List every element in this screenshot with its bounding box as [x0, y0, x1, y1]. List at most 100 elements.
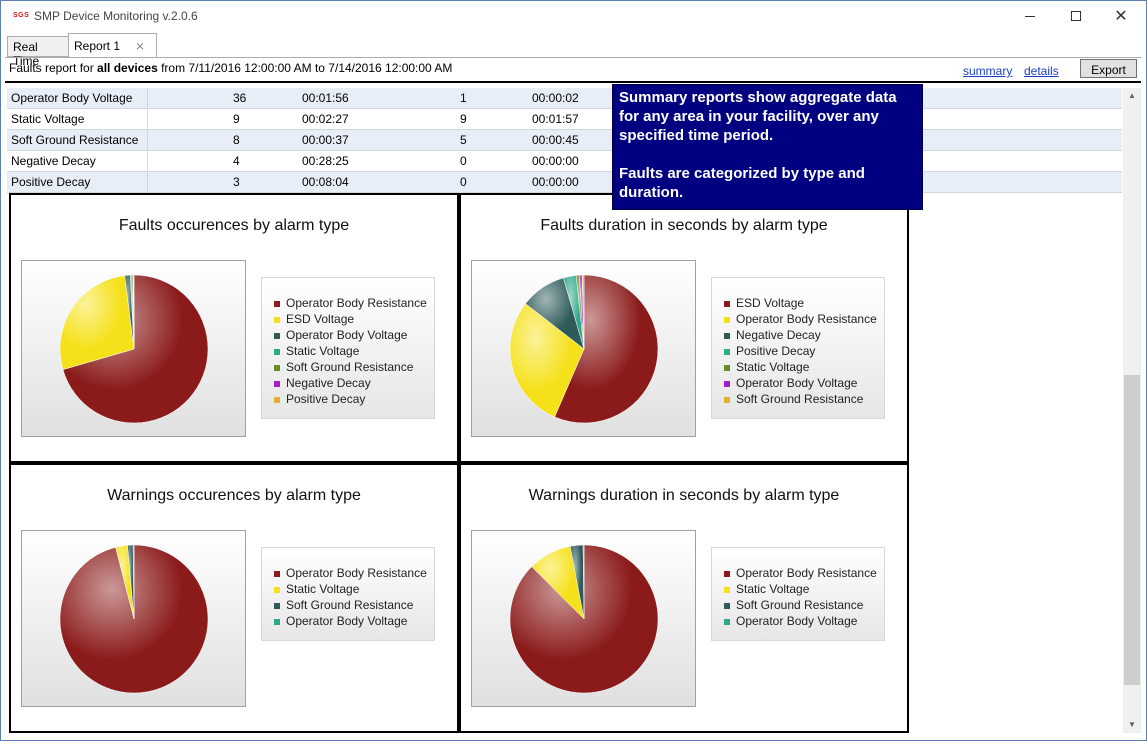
- legend-swatch: [724, 301, 730, 307]
- chart-title: Warnings duration in seconds by alarm ty…: [528, 487, 840, 504]
- legend-label: Soft Ground Resistance: [286, 598, 414, 612]
- pie-slice: [132, 544, 135, 620]
- legend-swatch: [274, 333, 280, 339]
- legend-item: Static Voltage: [274, 582, 434, 598]
- pie-area: [471, 260, 696, 437]
- warning-count-cell: 1: [460, 91, 467, 105]
- maximize-button[interactable]: [1053, 1, 1099, 31]
- report-prefix: Faults report for: [9, 61, 98, 75]
- tab-report-1[interactable]: Report 1 ⨯: [68, 33, 157, 58]
- chart-panel: Warnings duration in seconds by alarm ty…: [459, 463, 909, 733]
- pie-area: [471, 530, 696, 707]
- legend-swatch: [724, 397, 730, 403]
- close-window-button[interactable]: ✕: [1098, 1, 1144, 31]
- scroll-down-icon[interactable]: ▼: [1128, 720, 1136, 729]
- chart-panel: Faults duration in seconds by alarm type…: [459, 193, 909, 463]
- column-divider: [147, 88, 148, 109]
- scroll-up-icon[interactable]: ▲: [1128, 91, 1136, 100]
- legend-label: Operator Body Voltage: [286, 328, 408, 342]
- pie-chart: [59, 544, 209, 694]
- scroll-thumb[interactable]: [1124, 375, 1140, 685]
- legend-item: Operator Body Voltage: [724, 376, 884, 392]
- fault-duration-cell: 00:02:27: [302, 112, 349, 126]
- legend-swatch: [724, 587, 730, 593]
- warning-duration-cell: 00:00:00: [532, 175, 579, 189]
- legend-item: Operator Body Resistance: [274, 566, 434, 582]
- legend-item: Soft Ground Resistance: [274, 598, 434, 614]
- legend-swatch: [724, 619, 730, 625]
- legend-label: Static Voltage: [286, 344, 360, 358]
- legend-item: Positive Decay: [274, 392, 434, 408]
- header-rule: [5, 81, 1141, 83]
- close-icon: ✕: [1114, 8, 1128, 25]
- fault-duration-cell: 00:08:04: [302, 175, 349, 189]
- legend-item: Operator Body Resistance: [274, 296, 434, 312]
- warning-duration-cell: 00:00:02: [532, 91, 579, 105]
- warning-duration-cell: 00:01:57: [532, 112, 579, 126]
- tab-label: Report 1: [74, 39, 121, 53]
- pie-chart: [509, 544, 659, 694]
- tooltip-text: Faults are categorized by type and durat…: [619, 165, 865, 201]
- legend-label: Positive Decay: [736, 344, 816, 358]
- legend-swatch: [724, 603, 730, 609]
- legend-label: Soft Ground Resistance: [736, 598, 864, 612]
- fault-duration-cell: 00:00:37: [302, 133, 349, 147]
- chart-title: Faults occurences by alarm type: [118, 217, 350, 234]
- minimize-button[interactable]: [1007, 1, 1053, 31]
- legend-swatch: [274, 603, 280, 609]
- legend-item: Operator Body Resistance: [724, 312, 884, 328]
- legend-swatch: [724, 365, 730, 371]
- tab-divider: [5, 57, 1141, 58]
- summary-link[interactable]: summary: [963, 64, 1013, 78]
- vertical-scrollbar[interactable]: ▲ ▼: [1123, 88, 1141, 733]
- legend-swatch: [274, 301, 280, 307]
- summary-tooltip: Summary reports show aggregate data for …: [612, 84, 923, 210]
- pie-slice: [59, 275, 135, 370]
- window-title: SMP Device Monitoring v.2.0.6: [34, 9, 198, 23]
- legend-label: Operator Body Voltage: [286, 614, 408, 628]
- legend-item: ESD Voltage: [274, 312, 434, 328]
- column-divider: [147, 130, 148, 151]
- legend-label: Negative Decay: [736, 328, 821, 342]
- legend-item: Operator Body Voltage: [724, 614, 884, 630]
- pie-slice: [554, 274, 659, 424]
- table-row[interactable]: Static Voltage 9 00:02:27 9 00:01:57: [7, 109, 1122, 130]
- warning-duration-cell: 00:00:00: [532, 154, 579, 168]
- fault-count-cell: 4: [233, 154, 240, 168]
- tab-real-time[interactable]: Real Time: [7, 36, 69, 68]
- report-description: Faults report for all devices from 7/11/…: [9, 61, 452, 75]
- table-row[interactable]: Soft Ground Resistance 8 00:00:37 5 00:0…: [7, 130, 1122, 151]
- pie-slice: [509, 544, 659, 694]
- legend-label: Operator Body Voltage: [736, 614, 858, 628]
- pie-chart: [509, 274, 659, 424]
- warning-count-cell: 0: [460, 154, 467, 168]
- close-tab-icon[interactable]: ⨯: [135, 39, 146, 53]
- legend-item: ESD Voltage: [724, 296, 884, 312]
- details-link[interactable]: details: [1024, 64, 1059, 78]
- export-button[interactable]: Export: [1080, 59, 1137, 78]
- chart-title: Faults duration in seconds by alarm type: [540, 217, 828, 234]
- legend-swatch: [724, 317, 730, 323]
- legend-swatch: [274, 317, 280, 323]
- legend-swatch: [274, 587, 280, 593]
- pie-area: [21, 260, 246, 437]
- legend-item: Soft Ground Resistance: [724, 392, 884, 408]
- warning-count-cell: 0: [460, 175, 467, 189]
- legend-item: Soft Ground Resistance: [724, 598, 884, 614]
- warning-count-cell: 5: [460, 133, 467, 147]
- report-range: from 7/11/2016 12:00:00 AM to 7/14/2016 …: [157, 61, 453, 75]
- legend-item: Negative Decay: [724, 328, 884, 344]
- legend-swatch: [274, 397, 280, 403]
- table-row[interactable]: Negative Decay 4 00:28:25 0 00:00:00: [7, 151, 1122, 172]
- alarm-type-cell: Static Voltage: [11, 112, 85, 126]
- table-row[interactable]: Operator Body Voltage 36 00:01:56 1 00:0…: [7, 88, 1122, 109]
- legend-item: Static Voltage: [274, 344, 434, 360]
- legend-item: Operator Body Resistance: [724, 566, 884, 582]
- summary-table: Operator Body Voltage 36 00:01:56 1 00:0…: [7, 88, 1122, 193]
- legend-label: Soft Ground Resistance: [286, 360, 414, 374]
- report-scope: all devices: [97, 61, 158, 75]
- table-row[interactable]: Positive Decay 3 00:08:04 0 00:00:00: [7, 172, 1122, 193]
- title-bar[interactable]: SGS SMP Device Monitoring v.2.0.6 ✕: [1, 1, 1146, 31]
- chart-panel: Warnings occurences by alarm type Operat…: [9, 463, 459, 733]
- tooltip-text: Summary reports show aggregate data for …: [619, 89, 897, 144]
